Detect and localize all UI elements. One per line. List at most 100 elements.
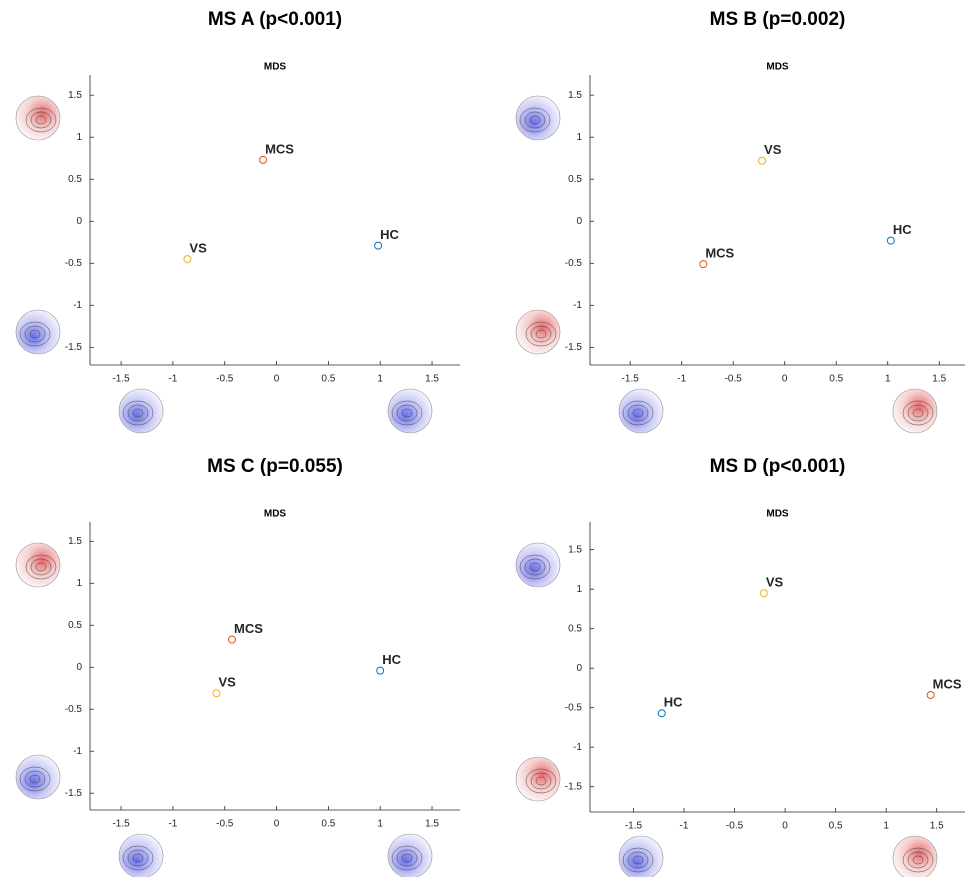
point	[700, 261, 707, 268]
topomap-disc	[516, 96, 560, 140]
chart-title: MS D (p<0.001)	[710, 456, 846, 477]
point	[760, 590, 767, 597]
point-label: VS	[189, 241, 207, 256]
y-tick-label: 1.5	[68, 536, 82, 547]
y-tick-label: 0.5	[68, 620, 82, 631]
x-tick-label: 1	[377, 374, 383, 385]
topomap	[16, 310, 60, 354]
x-tick-label: 0.5	[321, 819, 335, 830]
x-tick-label: -0.5	[216, 819, 234, 830]
y-tick-label: -1.5	[565, 781, 583, 792]
point-label: VS	[766, 575, 784, 590]
topomap-disc	[388, 834, 432, 877]
point-label: VS	[218, 675, 236, 690]
y-tick-label: -1.5	[565, 342, 583, 353]
topomap	[893, 389, 937, 433]
y-tick-label: -0.5	[65, 704, 83, 715]
point	[927, 692, 934, 699]
y-tick-label: -1	[73, 746, 82, 757]
x-tick-label: 0.5	[829, 821, 843, 832]
y-tick-label: -1.5	[65, 342, 83, 353]
x-tick-label: 0	[274, 819, 280, 830]
topomap-disc	[119, 834, 163, 877]
y-tick-label: 1	[576, 584, 582, 595]
topomap	[619, 836, 663, 877]
topomap	[516, 310, 560, 354]
y-tick-label: -0.5	[565, 258, 583, 269]
x-tick-label: -1.5	[112, 374, 130, 385]
x-tick-label: 1.5	[425, 819, 439, 830]
x-tick-label: -1	[168, 819, 177, 830]
point-label: HC	[380, 227, 399, 242]
point-label: VS	[764, 142, 782, 157]
y-tick-label: -0.5	[65, 258, 83, 269]
topomap	[516, 96, 560, 140]
topomap	[516, 543, 560, 587]
x-tick-label: -1	[168, 374, 177, 385]
point-label: HC	[893, 222, 912, 237]
topomap	[388, 389, 432, 433]
x-tick-label: -1	[677, 374, 686, 385]
topomap-disc	[893, 836, 937, 877]
y-tick-label: 1.5	[568, 544, 582, 555]
x-tick-label: -1.5	[622, 374, 640, 385]
topomap-disc	[516, 757, 560, 801]
topomap-disc	[16, 96, 60, 140]
chart-subtitle: MDS	[766, 62, 789, 73]
chart-title: MS C (p=0.055)	[207, 456, 343, 477]
y-tick-label: -1	[73, 300, 82, 311]
topomap-disc	[16, 543, 60, 587]
topomap	[119, 834, 163, 877]
x-tick-label: 1	[377, 819, 383, 830]
chart-subtitle: MDS	[264, 62, 287, 73]
topomap-disc	[893, 389, 937, 433]
topomap	[516, 757, 560, 801]
y-tick-label: 0	[576, 216, 582, 227]
y-tick-label: 0.5	[568, 623, 582, 634]
y-tick-label: 0	[576, 663, 582, 674]
y-tick-label: 0.5	[568, 174, 582, 185]
point-label: MCS	[933, 676, 962, 691]
chart-subtitle: MDS	[766, 509, 789, 520]
y-tick-label: 1	[76, 132, 82, 143]
topomap	[16, 96, 60, 140]
y-tick-label: -1.5	[65, 788, 83, 799]
topomap-disc	[619, 389, 663, 433]
x-tick-label: 0.5	[321, 374, 335, 385]
x-tick-label: 0	[274, 374, 280, 385]
point	[658, 710, 665, 717]
topomap-disc	[388, 389, 432, 433]
y-tick-label: 1.5	[568, 90, 582, 101]
point	[375, 242, 382, 249]
point	[377, 667, 384, 674]
x-tick-label: 1.5	[425, 374, 439, 385]
chart-subtitle: MDS	[264, 509, 287, 520]
point	[887, 237, 894, 244]
chart-title: MS B (p=0.002)	[710, 9, 846, 30]
point-label: HC	[382, 652, 401, 667]
y-tick-label: -1	[573, 742, 582, 753]
y-tick-label: 1	[76, 578, 82, 589]
point	[759, 157, 766, 164]
x-tick-label: -1.5	[112, 819, 130, 830]
x-tick-label: 1.5	[932, 374, 946, 385]
y-tick-label: -0.5	[565, 702, 583, 713]
x-tick-label: -0.5	[216, 374, 234, 385]
x-tick-label: 0.5	[829, 374, 843, 385]
figure: MS A (p<0.001) MDS -1.5 -1 -0.5 0 0.5 1 1.5 -1.5 -…	[0, 0, 970, 877]
topomap-disc	[619, 836, 663, 877]
topomap	[388, 834, 432, 877]
y-tick-label: 0.5	[68, 174, 82, 185]
point-label: HC	[664, 695, 683, 710]
point	[260, 156, 267, 163]
x-tick-label: 0	[782, 374, 788, 385]
y-tick-label: 0	[76, 216, 82, 227]
x-tick-label: -1.5	[625, 821, 643, 832]
point	[213, 690, 220, 697]
topomap	[619, 389, 663, 433]
y-tick-label: 1.5	[68, 90, 82, 101]
topomap-disc	[16, 310, 60, 354]
topomap-disc	[119, 389, 163, 433]
x-tick-label: 1	[883, 821, 889, 832]
chart-title: MS A (p<0.001)	[208, 9, 342, 30]
